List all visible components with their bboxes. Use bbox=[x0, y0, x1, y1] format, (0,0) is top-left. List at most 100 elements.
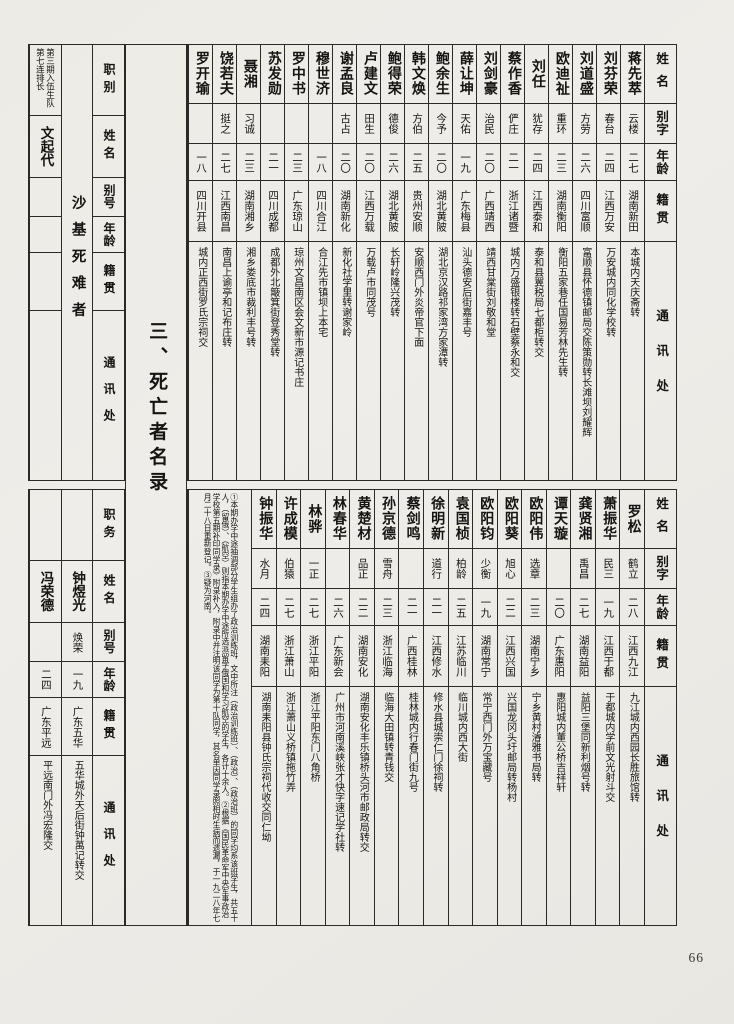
person-address-cell: 于都城内学前文光射斗交 bbox=[602, 692, 614, 802]
person-address-cell: 长轩岭隆兴茂转 bbox=[387, 247, 399, 317]
person-native-cell: 四川富顺 bbox=[573, 181, 596, 242]
person-name-cell: 袁国桢 bbox=[448, 490, 473, 549]
entry-name-cell: 钟煜光 bbox=[61, 561, 93, 623]
header-age: 年龄 bbox=[93, 217, 124, 253]
header-role: 职别 bbox=[93, 45, 124, 116]
header-native: 籍贯 bbox=[645, 626, 676, 687]
person-age-cell: 二〇 bbox=[546, 589, 571, 626]
person-name-cell: 钟振华 bbox=[252, 490, 276, 549]
person-alias-cell: 选章 bbox=[522, 549, 546, 589]
person-age-cell: 二七 bbox=[276, 589, 301, 626]
header-address: 通讯处 bbox=[102, 800, 117, 881]
person-alias-cell bbox=[399, 549, 423, 589]
sidebar-roster: 职别 姓名 别号 年龄 籍贯 通讯处 沙基死难者 第三期入伍生队第七连排长 文起… bbox=[28, 44, 125, 926]
person-age-cell: 二〇 bbox=[429, 144, 452, 181]
person-age-cell: 二三 bbox=[374, 589, 399, 626]
person-age-cell: 二一 bbox=[501, 144, 524, 181]
person-name-cell: 韩文焕 bbox=[405, 45, 428, 104]
sidebar-entry-column: 冯荣德 二四 广东平远 平远南门外冯宏隆交 bbox=[28, 490, 61, 925]
person-native-cell: 广西靖西 bbox=[477, 181, 500, 242]
roster-main: 姓名 别字 年龄 籍贯 通讯处 蒋先萃 云楼 二七 湖南新田 本城内天庆斋转 刘… bbox=[187, 44, 677, 926]
person-name-cell: 穆世济 bbox=[309, 45, 332, 104]
person-age-cell: 一九 bbox=[595, 589, 620, 626]
person-native-cell: 浙江平阳 bbox=[301, 626, 325, 687]
person-age-cell: 二四 bbox=[597, 144, 620, 181]
person-address-cell: 九江城内西园长胜旅馆转 bbox=[627, 692, 639, 802]
person-alias-cell bbox=[261, 104, 284, 144]
entry-address-cell bbox=[30, 311, 61, 480]
person-address-cell: 修水县城崇仁门徐祠转 bbox=[430, 692, 442, 792]
person-column: 欧迪祉 重环 二三 湖南衡阳 衡阳五家巷任国易芳林先生转 bbox=[548, 45, 572, 480]
person-column: 卢建文 田生 二〇 江西万载 万载卢市同茂号 bbox=[356, 45, 380, 480]
person-native-cell: 湖南新化 bbox=[333, 181, 356, 242]
entry-alias-cell bbox=[29, 623, 61, 662]
person-name-cell: 罗松 bbox=[620, 490, 644, 549]
header-address: 通讯处 bbox=[102, 355, 117, 436]
person-age-cell: 二二 bbox=[350, 589, 374, 626]
person-address-cell: 浙江萧山义桥镇拖竹弄 bbox=[283, 692, 295, 792]
person-native-cell: 湖南益阳 bbox=[571, 626, 595, 687]
sidebar-entry-column: 第三期入伍生队第七连排长 文起代 bbox=[28, 45, 61, 480]
person-column: 韩文焕 方伯 二五 贵州安顺 安顺西门外炎帝官下面 bbox=[404, 45, 428, 480]
person-alias-cell: 鹤立 bbox=[620, 549, 644, 589]
person-column: 蔡剑鸣 二一 广西桂林 桂林城内行春门街九号 bbox=[398, 490, 423, 925]
person-alias-cell: 品正 bbox=[350, 549, 374, 589]
person-alias-cell: 方劳 bbox=[573, 104, 596, 144]
header-name: 姓名 bbox=[645, 490, 676, 549]
person-name-cell: 罗中书 bbox=[285, 45, 308, 104]
person-address-cell: 临川城内西大街 bbox=[455, 692, 467, 762]
person-column: 许成模 伯猿 二七 浙江萧山 浙江萧山义桥镇拖竹弄 bbox=[275, 490, 301, 925]
person-address-cell: 临海大田镇转青钱交 bbox=[381, 692, 393, 782]
person-column: 蒋先萃 云楼 二七 湖南新田 本城内天庆斋转 bbox=[620, 45, 644, 480]
person-native-cell: 广东新会 bbox=[325, 626, 350, 687]
entry-duty-cell bbox=[29, 490, 61, 561]
person-age-cell: 二一 bbox=[399, 589, 423, 626]
header-name: 姓名 bbox=[93, 561, 124, 623]
person-name-cell: 萧振华 bbox=[595, 490, 620, 549]
person-age-cell: 二六 bbox=[381, 144, 404, 181]
footnote-column: ①本期办学中途抽调部分学生组办了政治训练班，文中所注（政治训练班）、（政治）、（… bbox=[188, 490, 251, 925]
person-name-cell: 林骅 bbox=[301, 490, 325, 549]
person-alias-cell: 伯猿 bbox=[276, 549, 301, 589]
person-alias-cell: 柏龄 bbox=[448, 549, 473, 589]
person-address-cell: 城内正西街罗氏宗祠交 bbox=[195, 247, 207, 347]
entry-age-cell: 一九 bbox=[61, 662, 93, 698]
header-age: 年龄 bbox=[645, 144, 676, 181]
header-alias: 别号 bbox=[93, 623, 124, 662]
person-address-cell: 新化社学里转谢家岭 bbox=[339, 247, 351, 337]
person-column: 谢孟良 古占 二〇 湖南新化 新化社学里转谢家岭 bbox=[332, 45, 356, 480]
person-name-cell: 林春华 bbox=[325, 490, 350, 549]
person-native-cell: 江西于都 bbox=[595, 626, 620, 687]
person-column: 刘道盛 方劳 二六 四川富顺 富顺县怀德镇邮局交陈策勋转长滩坝刘耀辉 bbox=[572, 45, 596, 480]
header-name: 姓名 bbox=[93, 116, 124, 178]
person-native-cell: 湖南衡阳 bbox=[549, 181, 572, 242]
person-age-cell: 二一 bbox=[261, 144, 284, 181]
person-alias-cell: 挺之 bbox=[213, 104, 236, 144]
person-name-cell: 聂湘 bbox=[237, 45, 260, 104]
header-age: 年龄 bbox=[645, 589, 676, 626]
person-name-cell: 黄楚材 bbox=[350, 490, 374, 549]
person-age-cell: 二三 bbox=[522, 589, 546, 626]
header-native: 籍贯 bbox=[93, 253, 124, 311]
person-column: 刘剑豪 治民 二〇 广西靖西 靖西甘棠街刘敬和堂 bbox=[476, 45, 500, 480]
person-column: 罗中书 二三 广东琼山 琼州文昌南区会文新市源记书庄 bbox=[284, 45, 308, 480]
person-name-cell: 欧迪祉 bbox=[549, 45, 572, 104]
person-column: 刘任 犹存 二四 江西泰和 泰和县翼税局七都柜转交 bbox=[524, 45, 548, 480]
person-age-cell: 二六 bbox=[325, 589, 350, 626]
person-age-cell: 二七 bbox=[571, 589, 595, 626]
person-column: 黄楚材 品正 二二 湖南安化 湖南安化丰乐镇桥头河市邮政局转交 bbox=[349, 490, 374, 925]
person-alias-cell: 一正 bbox=[301, 549, 325, 589]
person-column: 罗松 鹤立 二八 江西九江 九江城内西园长胜旅馆转 bbox=[619, 490, 644, 925]
person-column: 聂湘 习诚 二三 湖南湘乡 湘乡娄底市裁利丰号转 bbox=[236, 45, 260, 480]
person-column: 蔡作香 俨庄 二一 浙江诸暨 城内万盛银楼转石壁蔡永和交 bbox=[500, 45, 524, 480]
person-alias-cell: 重环 bbox=[549, 104, 572, 144]
person-age-cell: 一九 bbox=[473, 589, 497, 626]
person-address-cell: 城内万盛银楼转石壁蔡永和交 bbox=[507, 247, 519, 377]
header-address: 通讯处 bbox=[654, 308, 669, 414]
person-alias-cell bbox=[546, 549, 571, 589]
person-native-cell: 四川开县 bbox=[189, 181, 212, 242]
person-address-cell: 琼州文昌南区会文新市源记书庄 bbox=[291, 247, 303, 387]
person-native-cell: 广东梅县 bbox=[453, 181, 476, 242]
person-alias-cell bbox=[189, 104, 212, 144]
person-alias-cell: 犹存 bbox=[525, 104, 548, 144]
